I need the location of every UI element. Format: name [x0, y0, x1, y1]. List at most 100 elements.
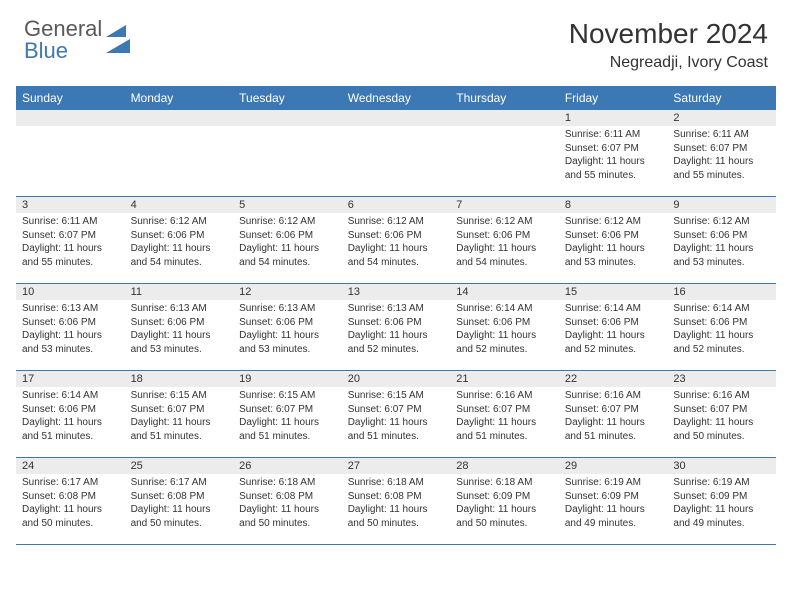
calendar-day-cell — [342, 110, 451, 196]
calendar-day-cell: 21Sunrise: 6:16 AMSunset: 6:07 PMDayligh… — [450, 371, 559, 457]
daylight-line: Daylight: 11 hours and 51 minutes. — [131, 416, 228, 443]
calendar-day-cell: 19Sunrise: 6:15 AMSunset: 6:07 PMDayligh… — [233, 371, 342, 457]
daylight-line: Daylight: 11 hours and 52 minutes. — [565, 329, 662, 356]
weekday-header: Monday — [125, 86, 234, 110]
calendar-day-cell: 4Sunrise: 6:12 AMSunset: 6:06 PMDaylight… — [125, 197, 234, 283]
month-title: November 2024 — [569, 18, 768, 50]
sunrise-line: Sunrise: 6:12 AM — [673, 215, 770, 229]
brand-word2: Blue — [24, 40, 102, 62]
sunset-line: Sunset: 6:08 PM — [131, 490, 228, 504]
sunrise-line: Sunrise: 6:17 AM — [131, 476, 228, 490]
calendar-day-cell — [233, 110, 342, 196]
day-number: 24 — [16, 458, 125, 474]
day-number: 22 — [559, 371, 668, 387]
calendar-day-cell: 14Sunrise: 6:14 AMSunset: 6:06 PMDayligh… — [450, 284, 559, 370]
day-detail: Sunrise: 6:13 AMSunset: 6:06 PMDaylight:… — [342, 300, 451, 360]
day-detail: Sunrise: 6:12 AMSunset: 6:06 PMDaylight:… — [450, 213, 559, 273]
day-number: 7 — [450, 197, 559, 213]
day-number: 16 — [667, 284, 776, 300]
sunrise-line: Sunrise: 6:14 AM — [456, 302, 553, 316]
daylight-line: Daylight: 11 hours and 51 minutes. — [348, 416, 445, 443]
calendar-day-cell: 30Sunrise: 6:19 AMSunset: 6:09 PMDayligh… — [667, 458, 776, 544]
sunset-line: Sunset: 6:08 PM — [22, 490, 119, 504]
sunset-line: Sunset: 6:06 PM — [239, 316, 336, 330]
sunset-line: Sunset: 6:07 PM — [239, 403, 336, 417]
day-detail: Sunrise: 6:12 AMSunset: 6:06 PMDaylight:… — [233, 213, 342, 273]
weekday-header: Thursday — [450, 86, 559, 110]
sunrise-line: Sunrise: 6:13 AM — [239, 302, 336, 316]
calendar-day-cell: 26Sunrise: 6:18 AMSunset: 6:08 PMDayligh… — [233, 458, 342, 544]
sunset-line: Sunset: 6:07 PM — [456, 403, 553, 417]
day-number: 29 — [559, 458, 668, 474]
day-detail: Sunrise: 6:18 AMSunset: 6:08 PMDaylight:… — [342, 474, 451, 534]
sunset-line: Sunset: 6:08 PM — [348, 490, 445, 504]
day-detail: Sunrise: 6:15 AMSunset: 6:07 PMDaylight:… — [342, 387, 451, 447]
calendar-day-cell: 25Sunrise: 6:17 AMSunset: 6:08 PMDayligh… — [125, 458, 234, 544]
calendar-day-cell: 20Sunrise: 6:15 AMSunset: 6:07 PMDayligh… — [342, 371, 451, 457]
calendar-week-row: 17Sunrise: 6:14 AMSunset: 6:06 PMDayligh… — [16, 371, 776, 458]
sunrise-line: Sunrise: 6:14 AM — [565, 302, 662, 316]
sunset-line: Sunset: 6:06 PM — [239, 229, 336, 243]
calendar-day-cell: 23Sunrise: 6:16 AMSunset: 6:07 PMDayligh… — [667, 371, 776, 457]
sunset-line: Sunset: 6:06 PM — [131, 316, 228, 330]
day-detail: Sunrise: 6:13 AMSunset: 6:06 PMDaylight:… — [16, 300, 125, 360]
day-number — [125, 110, 234, 126]
sunrise-line: Sunrise: 6:18 AM — [239, 476, 336, 490]
sunset-line: Sunset: 6:07 PM — [673, 142, 770, 156]
calendar-day-cell: 7Sunrise: 6:12 AMSunset: 6:06 PMDaylight… — [450, 197, 559, 283]
day-detail: Sunrise: 6:16 AMSunset: 6:07 PMDaylight:… — [559, 387, 668, 447]
daylight-line: Daylight: 11 hours and 53 minutes. — [131, 329, 228, 356]
sunrise-line: Sunrise: 6:18 AM — [348, 476, 445, 490]
sunset-line: Sunset: 6:09 PM — [456, 490, 553, 504]
day-number: 6 — [342, 197, 451, 213]
sunset-line: Sunset: 6:06 PM — [348, 229, 445, 243]
sunrise-line: Sunrise: 6:14 AM — [22, 389, 119, 403]
day-number: 13 — [342, 284, 451, 300]
day-detail: Sunrise: 6:16 AMSunset: 6:07 PMDaylight:… — [450, 387, 559, 447]
day-detail: Sunrise: 6:14 AMSunset: 6:06 PMDaylight:… — [559, 300, 668, 360]
sunrise-line: Sunrise: 6:16 AM — [565, 389, 662, 403]
sunset-line: Sunset: 6:07 PM — [348, 403, 445, 417]
daylight-line: Daylight: 11 hours and 50 minutes. — [348, 503, 445, 530]
daylight-line: Daylight: 11 hours and 50 minutes. — [22, 503, 119, 530]
sunset-line: Sunset: 6:06 PM — [456, 229, 553, 243]
sunrise-line: Sunrise: 6:12 AM — [239, 215, 336, 229]
sunrise-line: Sunrise: 6:19 AM — [673, 476, 770, 490]
daylight-line: Daylight: 11 hours and 55 minutes. — [22, 242, 119, 269]
sunset-line: Sunset: 6:06 PM — [565, 316, 662, 330]
weekday-header-row: Sunday Monday Tuesday Wednesday Thursday… — [16, 86, 776, 110]
sunset-line: Sunset: 6:07 PM — [565, 142, 662, 156]
sunset-line: Sunset: 6:07 PM — [22, 229, 119, 243]
day-number — [342, 110, 451, 126]
calendar-day-cell: 16Sunrise: 6:14 AMSunset: 6:06 PMDayligh… — [667, 284, 776, 370]
location-label: Negreadji, Ivory Coast — [569, 54, 768, 72]
calendar-day-cell: 1Sunrise: 6:11 AMSunset: 6:07 PMDaylight… — [559, 110, 668, 196]
sunrise-line: Sunrise: 6:15 AM — [239, 389, 336, 403]
calendar-day-cell: 8Sunrise: 6:12 AMSunset: 6:06 PMDaylight… — [559, 197, 668, 283]
day-detail: Sunrise: 6:18 AMSunset: 6:08 PMDaylight:… — [233, 474, 342, 534]
calendar-day-cell: 3Sunrise: 6:11 AMSunset: 6:07 PMDaylight… — [16, 197, 125, 283]
calendar-week-row: 10Sunrise: 6:13 AMSunset: 6:06 PMDayligh… — [16, 284, 776, 371]
day-number: 19 — [233, 371, 342, 387]
sunrise-line: Sunrise: 6:11 AM — [673, 128, 770, 142]
daylight-line: Daylight: 11 hours and 51 minutes. — [456, 416, 553, 443]
sunrise-line: Sunrise: 6:13 AM — [348, 302, 445, 316]
day-detail: Sunrise: 6:12 AMSunset: 6:06 PMDaylight:… — [342, 213, 451, 273]
brand-logo: General Blue — [24, 18, 132, 62]
day-detail: Sunrise: 6:11 AMSunset: 6:07 PMDaylight:… — [559, 126, 668, 186]
daylight-line: Daylight: 11 hours and 55 minutes. — [673, 155, 770, 182]
daylight-line: Daylight: 11 hours and 49 minutes. — [565, 503, 662, 530]
day-detail: Sunrise: 6:16 AMSunset: 6:07 PMDaylight:… — [667, 387, 776, 447]
day-detail: Sunrise: 6:14 AMSunset: 6:06 PMDaylight:… — [667, 300, 776, 360]
sunrise-line: Sunrise: 6:12 AM — [131, 215, 228, 229]
day-detail: Sunrise: 6:17 AMSunset: 6:08 PMDaylight:… — [16, 474, 125, 534]
sunset-line: Sunset: 6:09 PM — [565, 490, 662, 504]
calendar-day-cell: 5Sunrise: 6:12 AMSunset: 6:06 PMDaylight… — [233, 197, 342, 283]
day-detail: Sunrise: 6:11 AMSunset: 6:07 PMDaylight:… — [667, 126, 776, 186]
sunrise-line: Sunrise: 6:13 AM — [22, 302, 119, 316]
daylight-line: Daylight: 11 hours and 49 minutes. — [673, 503, 770, 530]
day-number: 26 — [233, 458, 342, 474]
day-number: 27 — [342, 458, 451, 474]
day-detail: Sunrise: 6:17 AMSunset: 6:08 PMDaylight:… — [125, 474, 234, 534]
calendar-day-cell: 18Sunrise: 6:15 AMSunset: 6:07 PMDayligh… — [125, 371, 234, 457]
